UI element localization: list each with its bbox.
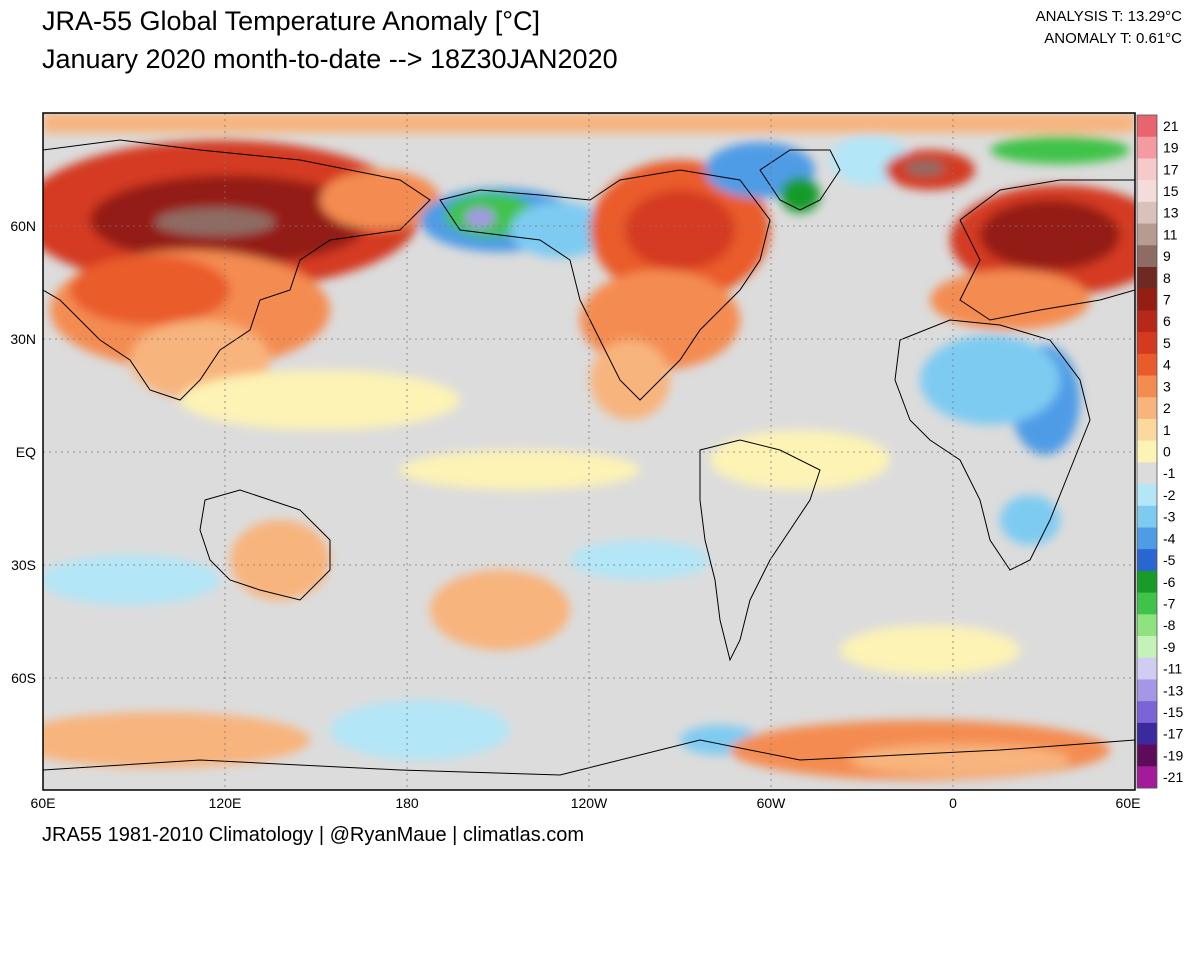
colorbar-swatch [1137,570,1157,594]
colorbar-label: 7 [1163,292,1171,308]
colorbar-label: 15 [1163,183,1179,199]
colorbar-label: 2 [1163,400,1171,416]
colorbar-label: -11 [1163,661,1182,677]
lon-label-180: 180 [395,795,419,811]
lat-label-eq: EQ [16,444,36,460]
colorbar-label: 17 [1163,161,1179,177]
colorbar-swatch [1137,592,1157,615]
colorbar-label: -9 [1163,639,1176,655]
colorbar-swatch [1137,201,1157,225]
colorbar-label: 5 [1163,335,1171,351]
lon-label-120w: 120W [571,795,608,811]
anomaly-shading [43,113,1135,780]
lon-label-60e-right: 60E [1116,795,1141,811]
colorbar-swatch [1137,744,1157,767]
colorbar-label: -13 [1163,682,1183,698]
colorbar-label: 11 [1163,226,1178,242]
colorbar-label: 0 [1163,444,1171,460]
colorbar-label: -6 [1163,574,1176,590]
colorbar-label: 4 [1163,357,1171,373]
colorbar-label: 13 [1163,205,1179,221]
colorbar: 2119171513119876543210-1-2-3-4-5-6-7-8-9… [1136,114,1183,789]
colorbar-label: -7 [1163,595,1176,611]
colorbar-swatch [1137,245,1157,268]
colorbar-swatch [1137,679,1157,702]
colorbar-swatch [1137,636,1157,659]
colorbar-label: -4 [1163,530,1176,546]
colorbar-label: 6 [1163,313,1171,329]
colorbar-swatch [1137,310,1157,333]
colorbar-swatch [1137,527,1157,550]
colorbar-label: 1 [1163,422,1171,438]
analysis-temperature: ANALYSIS T: 13.29°C [1035,8,1182,25]
colorbar-frame [1136,114,1158,789]
colorbar-swatch [1137,614,1157,637]
lon-label-60e-left: 60E [31,795,56,811]
anomaly-temperature: ANOMALY T: 0.61°C [1044,30,1182,47]
colorbar-label: 21 [1163,118,1179,134]
colorbar-swatch [1137,722,1157,746]
colorbar-label: -19 [1163,747,1183,763]
lon-label-0: 0 [949,795,957,811]
colorbar-label: -1 [1163,465,1176,481]
colorbar-label: 19 [1163,140,1179,156]
colorbar-swatch [1137,180,1157,203]
colorbar-swatch [1137,223,1157,246]
colorbar-swatch [1137,115,1157,138]
colorbar-swatch [1137,440,1157,463]
colorbar-label: -21 [1163,769,1183,785]
map-frame [42,112,1136,791]
colorbar-label: -3 [1163,509,1176,525]
colorbar-swatch [1137,288,1157,311]
colorbar-swatch [1137,136,1157,159]
colorbar-swatch [1137,462,1157,485]
colorbar-label: -17 [1163,726,1183,742]
colorbar-swatch [1137,158,1157,181]
colorbar-label: 3 [1163,378,1171,394]
colorbar-swatch [1137,375,1157,398]
colorbar-label: -8 [1163,617,1176,633]
graticule [43,113,1135,790]
colorbar-label: 8 [1163,270,1171,286]
lon-label-120e: 120E [209,795,242,811]
lon-label-60w: 60W [757,795,787,811]
latitude-labels: 60N 30N EQ 30S 60S [10,218,36,686]
longitude-labels: 60E 120E 180 120W 60W 0 60E [31,795,1141,811]
lat-label-60s: 60S [11,670,36,686]
colorbar-label: -15 [1163,704,1183,720]
colorbar-label: 9 [1163,248,1171,264]
map-subtitle: January 2020 month-to-date --> 18Z30JAN2… [42,44,618,74]
colorbar-swatch [1137,353,1157,377]
colorbar-swatch [1137,766,1157,789]
map-title: JRA-55 Global Temperature Anomaly [°C] [42,6,541,36]
lat-label-30n: 30N [10,331,36,347]
colorbar-swatch [1137,701,1157,724]
colorbar-swatch [1137,657,1157,680]
colorbar-label: -2 [1163,487,1176,503]
credit-footer: JRA55 1981-2010 Climatology | @RyanMaue … [42,824,585,846]
lat-label-60n: 60N [10,218,36,234]
colorbar-swatch [1137,418,1157,442]
colorbar-swatch [1137,484,1157,507]
colorbar-swatch [1137,397,1157,420]
colorbar-swatch [1137,266,1157,290]
colorbar-swatch [1137,505,1157,528]
lat-label-30s: 30S [11,557,36,573]
colorbar-label: -5 [1163,552,1176,568]
colorbar-swatch [1137,549,1157,572]
coastlines [43,139,1135,776]
map-plot-area [43,113,1135,790]
colorbar-swatch [1137,332,1157,355]
